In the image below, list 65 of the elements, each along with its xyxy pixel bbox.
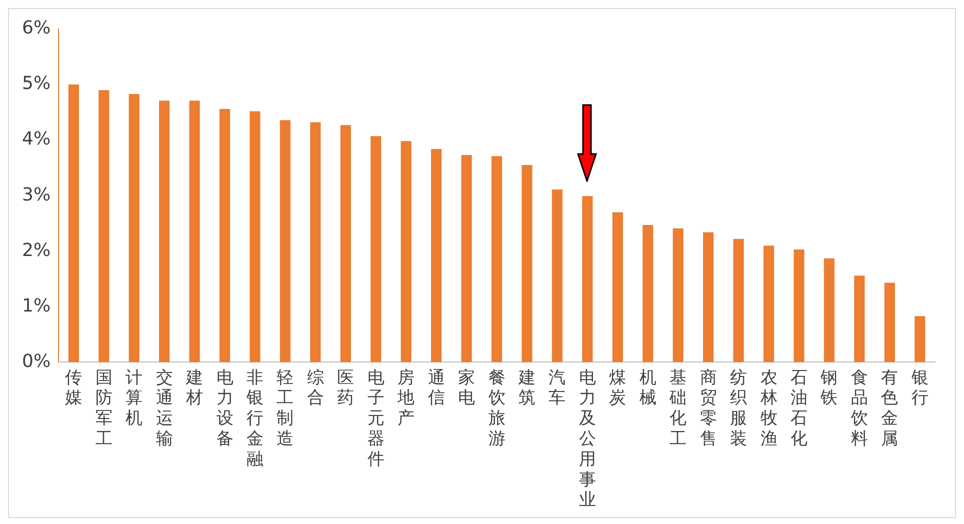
bar (552, 189, 563, 362)
y-tick-label: 0% (22, 350, 51, 372)
bar (582, 196, 593, 362)
x-tick-label: 家电 (458, 368, 476, 408)
x-tick-label: 餐饮旅游 (487, 368, 506, 450)
x-tick-label: 医药 (337, 368, 354, 408)
bar (763, 246, 774, 362)
bar (794, 249, 804, 362)
y-tick-label: 2% (22, 240, 51, 261)
x-tick-label: 电力设备 (216, 368, 234, 450)
bar (612, 212, 623, 362)
y-tick-label: 1% (22, 295, 51, 316)
x-tick-label: 综合 (306, 368, 324, 408)
bar (672, 228, 684, 362)
x-tick-label: 建筑 (518, 368, 536, 408)
x-tick-label: 国防军工 (95, 368, 112, 450)
bar (733, 238, 744, 362)
bar (491, 156, 502, 362)
x-tick-label: 银行 (910, 368, 928, 408)
x-tick-label: 石油石化 (790, 368, 808, 450)
y-tick-label: 6% (22, 18, 51, 39)
bar (250, 111, 260, 362)
x-tick-label: 纺织服装 (730, 368, 748, 450)
y-tick-label: 5% (22, 73, 51, 94)
x-tick-label: 通信 (428, 368, 445, 408)
bar (522, 165, 532, 362)
x-tick-label: 食品饮料 (850, 368, 868, 450)
bar (914, 316, 926, 362)
x-tick-label: 煤炭 (609, 368, 626, 408)
x-tick-label: 交通运输 (156, 368, 173, 450)
bar (189, 100, 200, 362)
bar (884, 282, 895, 362)
bar (370, 136, 382, 362)
bar (824, 258, 835, 362)
bar (219, 108, 230, 362)
bar (400, 141, 412, 362)
y-tick-label: 4% (22, 128, 51, 150)
x-tick-label: 商贸零售 (700, 368, 717, 450)
bar (68, 84, 79, 362)
bar (461, 155, 472, 362)
x-tick-label: 汽车 (548, 368, 566, 408)
bar (703, 232, 714, 362)
x-tick-label: 有色金属 (881, 368, 898, 450)
bar (128, 94, 140, 362)
x-tick-label: 电力及公用事业 (578, 368, 596, 510)
x-tick-label: 轻工制造 (276, 368, 294, 450)
bar (280, 120, 291, 362)
x-tick-label: 农林牧渔 (759, 368, 778, 450)
x-tick-label: 计算机 (126, 368, 143, 429)
x-tick-label: 房地产 (396, 368, 415, 429)
x-tick-label: 基础化工 (668, 368, 687, 450)
x-tick-label: 钢铁 (820, 368, 838, 408)
x-tick-label: 非银行金融 (246, 368, 264, 470)
x-tick-label: 电子元器件 (367, 368, 384, 470)
bar (854, 276, 865, 362)
bar (98, 90, 110, 362)
bar (642, 225, 654, 362)
bar (431, 148, 442, 362)
y-tick-label: 3% (22, 184, 51, 206)
x-tick-label: 建材 (185, 368, 204, 408)
bar (340, 125, 351, 362)
x-tick-label: 传媒 (65, 368, 82, 408)
bar (159, 100, 170, 362)
bar (310, 122, 321, 362)
x-tick-label: 机械 (639, 368, 656, 408)
